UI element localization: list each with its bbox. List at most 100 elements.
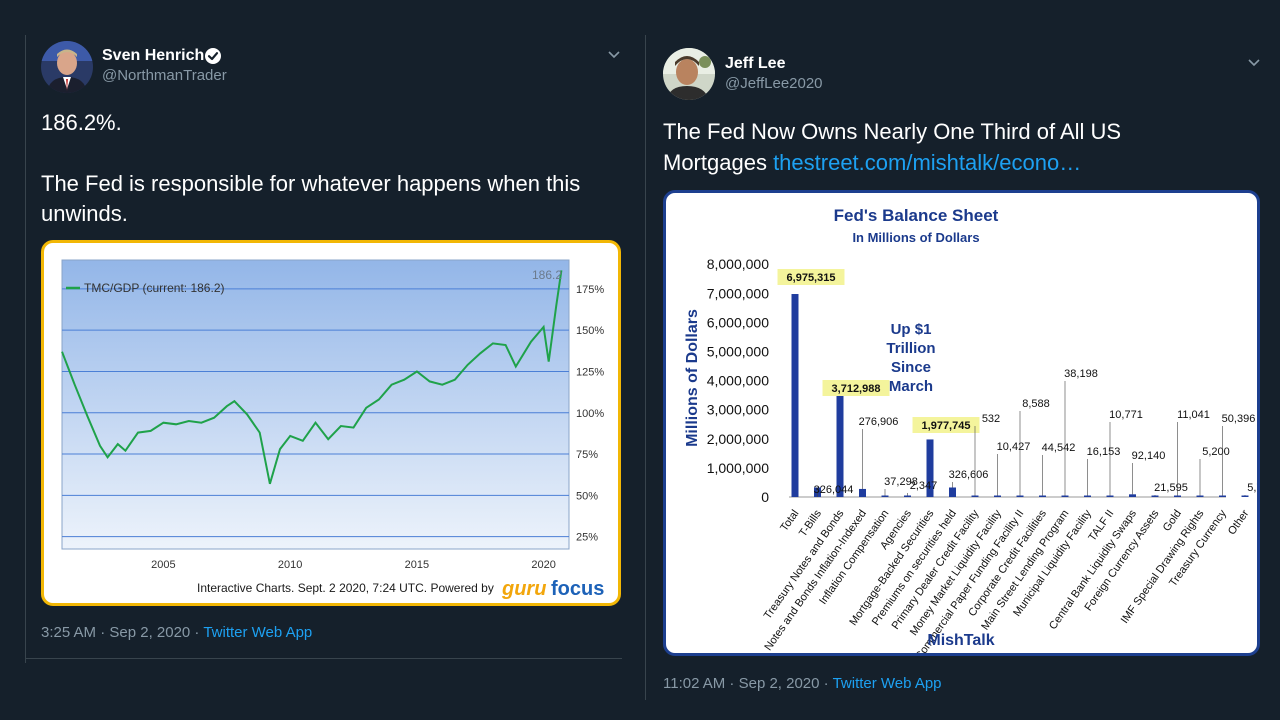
data-label: 10,771: [1109, 409, 1143, 421]
bar: [859, 488, 866, 497]
x-tick-label: 2010: [278, 559, 302, 571]
y-tick-label: 175%: [576, 284, 604, 296]
article-link[interactable]: thestreet.com/mishtalk/econo…: [773, 150, 1082, 175]
gurufocus-logo-focus: focus: [551, 578, 604, 600]
x-tick-label: 2015: [405, 559, 429, 571]
user-handle[interactable]: @NorthmanTrader: [102, 67, 227, 84]
bar: [1039, 495, 1046, 497]
chart-subtitle: In Millions of Dollars: [852, 230, 979, 245]
data-label: 3,712,988: [832, 383, 881, 395]
source-app-link[interactable]: Twitter Web App: [832, 675, 942, 692]
tweet-jeff: Jeff Lee @JeffLee2020 The Fed Now Owns N…: [646, 0, 1280, 720]
y-tick-label: 8,000,000: [707, 256, 769, 272]
bar: [1174, 495, 1181, 497]
bar: [904, 495, 911, 497]
category-label: Notes and Bonds Inflation-Indexed: [762, 508, 869, 653]
gurufocus-logo-guru: guru: [501, 578, 546, 600]
chart-image-fed-balance[interactable]: Fed's Balance Sheet In Millions of Dolla…: [663, 190, 1260, 656]
y-tick-label: 5,000,000: [707, 344, 769, 360]
y-tick-label: 75%: [576, 449, 598, 461]
x-tick-label: 2020: [531, 559, 555, 571]
display-name[interactable]: Sven Henrich: [102, 47, 205, 64]
highlight-box: [822, 380, 890, 396]
tweet-text-line: Mortgages thestreet.com/mishtalk/econo…: [663, 148, 1081, 178]
bar: [1241, 495, 1249, 497]
bar: [1016, 495, 1024, 497]
data-label: 50,396: [1222, 413, 1256, 425]
bar: [926, 439, 934, 497]
data-label: 2,347: [910, 480, 938, 492]
tweet-text-plain: Mortgages: [663, 150, 774, 175]
tweet-timestamp: 11:02 AM · Sep 2, 2020 · Twitter Web App: [663, 675, 942, 692]
data-label: 21,595: [1154, 482, 1188, 494]
tmc-gdp-chart: 175% 150% 125% 100% 75% 50% 25% 2005 2010 2015 20…: [61, 259, 604, 600]
chart-title: Fed's Balance Sheet: [834, 206, 999, 225]
bar: [994, 495, 1001, 497]
plot-area: [61, 259, 570, 550]
bar: [791, 294, 799, 497]
chevron-down-icon[interactable]: [1247, 58, 1261, 68]
fed-balance-chart: Fed's Balance Sheet In Millions of Dolla…: [684, 206, 1257, 653]
source-app-link[interactable]: Twitter Web App: [203, 624, 313, 641]
annotation-line: March: [889, 378, 933, 395]
annotation-line: Since: [891, 359, 931, 376]
annotation-line: Trillion: [886, 340, 935, 357]
y-tick-label: 6,000,000: [707, 314, 769, 330]
tweet-timestamp: 3:25 AM · Sep 2, 2020 · Twitter Web App: [41, 624, 312, 641]
avatar[interactable]: [663, 48, 715, 100]
data-label: 532: [982, 413, 1000, 425]
y-tick-label: 125%: [576, 366, 604, 378]
data-label: 326,606: [949, 469, 989, 481]
column-divider: [645, 35, 646, 700]
tweet-text-line: The Fed Now Owns Nearly One Third of All…: [663, 119, 1122, 144]
user-handle[interactable]: @JeffLee2020: [725, 75, 823, 92]
timestamp-text[interactable]: 11:02 AM · Sep 2, 2020 ·: [663, 675, 833, 692]
data-label: 276,906: [859, 416, 899, 428]
annotation-up-1-trillion: Up $1 Trillion Since March: [886, 321, 935, 395]
timeline-left-border: [25, 35, 26, 663]
data-label: 11,041: [1177, 409, 1210, 421]
bar: [1151, 495, 1159, 497]
y-tick-label: 1,000,000: [707, 460, 769, 476]
bar: [971, 495, 979, 497]
bar: [1196, 495, 1204, 497]
timestamp-text[interactable]: 3:25 AM · Sep 2, 2020 ·: [41, 624, 204, 641]
data-label: 92,140: [1132, 450, 1166, 462]
chart-image-tmc-gdp[interactable]: 175% 150% 125% 100% 75% 50% 25% 2005 2010 2015 20…: [41, 240, 621, 606]
bar: [1061, 495, 1069, 497]
bar: [1084, 495, 1091, 497]
data-label: 1,977,745: [922, 420, 971, 432]
annotation-line: Up $1: [891, 321, 932, 338]
tweet-text-line: unwinds.: [41, 201, 128, 226]
current-value-label: 186.2: [532, 268, 562, 282]
data-label: 38,198: [1064, 368, 1098, 380]
tweet-sven: Sven Henrich @NorthmanTrader 186.2%. The…: [41, 41, 621, 641]
chart-legend: TMC/GDP (current: 186.2): [84, 281, 224, 295]
chevron-down-icon[interactable]: [607, 50, 621, 60]
bar: [949, 487, 956, 497]
tmc-gdp-line: [61, 270, 563, 485]
bar: [881, 495, 889, 497]
verified-badge-icon: [205, 48, 221, 64]
highlight-box: [777, 269, 845, 285]
bar: [1219, 495, 1226, 497]
y-tick-label: 25%: [576, 532, 598, 544]
y-tick-label: 7,000,000: [707, 285, 769, 301]
tweet-text-line: 186.2%.: [41, 110, 122, 135]
bar: [1106, 495, 1114, 497]
y-tick-label: 0: [761, 489, 769, 505]
category-label: Other: [1226, 508, 1252, 538]
y-tick-label: 150%: [576, 325, 604, 337]
y-tick-label: 2,000,000: [707, 431, 769, 447]
data-label: 44,542: [1042, 442, 1076, 454]
data-label: 10,427: [997, 441, 1031, 453]
tweet-text-line: The Fed is responsible for whatever happ…: [41, 171, 581, 196]
tweet-separator: [25, 658, 622, 659]
display-name[interactable]: Jeff Lee: [725, 55, 786, 72]
data-label: 16,153: [1087, 446, 1121, 458]
y-tick-label: 4,000,000: [707, 373, 769, 389]
highlight-box: [912, 417, 980, 433]
data-label: 37,298: [884, 476, 918, 488]
data-label: 8,588: [1022, 398, 1050, 410]
avatar[interactable]: [41, 41, 93, 93]
